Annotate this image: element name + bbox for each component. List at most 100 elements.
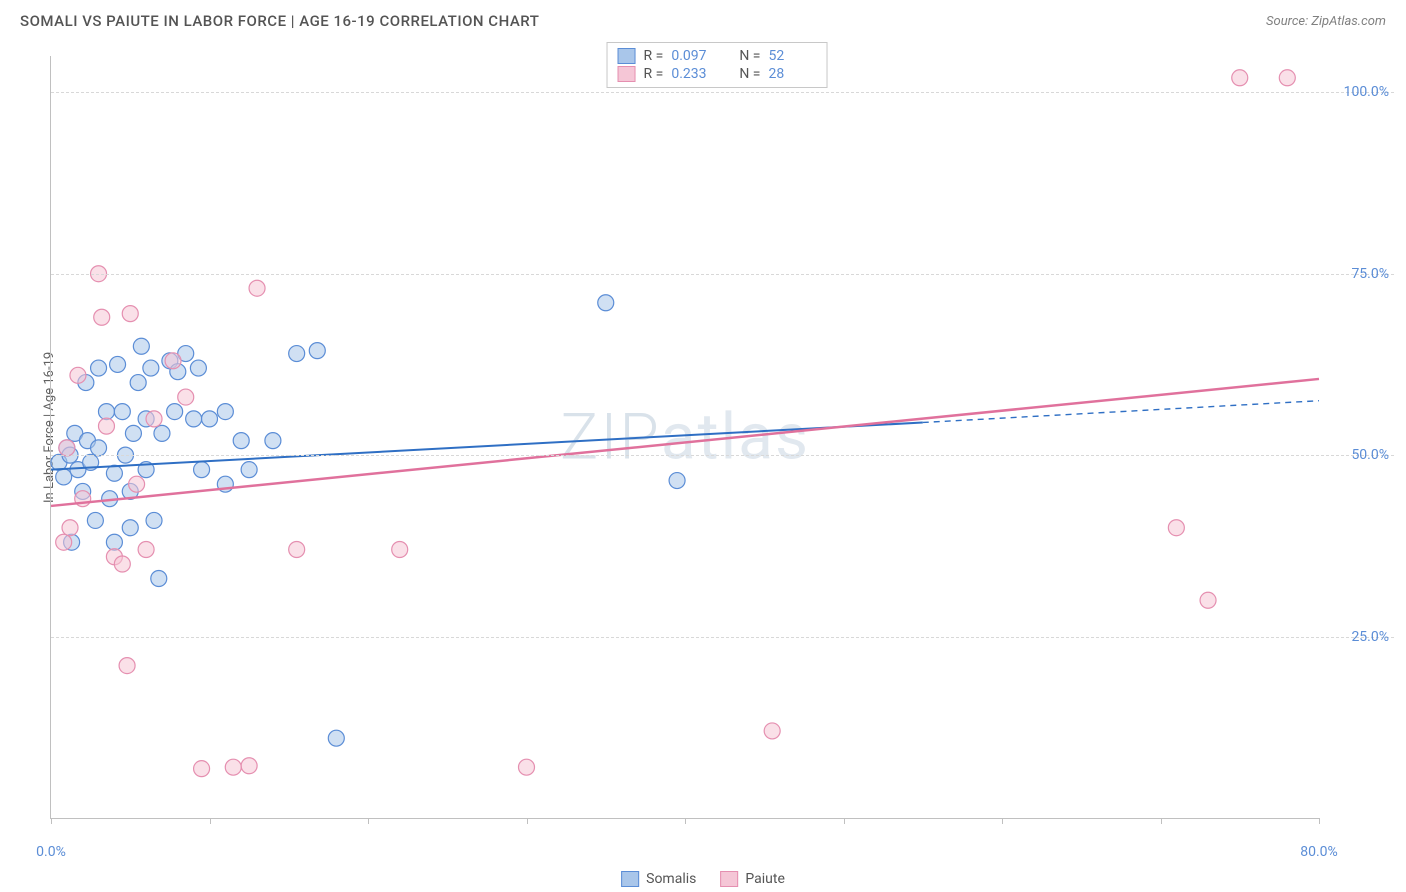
x-tick — [1002, 818, 1003, 824]
data-point-somalis — [91, 440, 107, 456]
data-point-somalis — [133, 338, 149, 354]
source-label: Source: ZipAtlas.com — [1266, 14, 1386, 29]
header-bar: SOMALI VS PAIUTE IN LABOR FORCE | AGE 16… — [0, 0, 1406, 38]
chart-container: In Labor Force | Age 16-19 ZIPatlas 25.0… — [40, 42, 1394, 837]
y-tick-label: 100.0% — [1344, 84, 1389, 100]
data-point-somalis — [190, 360, 206, 376]
gridline-horizontal — [51, 455, 1394, 456]
x-tick — [844, 818, 845, 824]
data-point-paiute — [1279, 70, 1295, 86]
data-point-somalis — [669, 473, 685, 489]
data-point-paiute — [119, 658, 135, 674]
x-tick — [1319, 818, 1320, 824]
legend-row-paiute: R = 0.233 N = 28 — [618, 65, 817, 83]
data-point-somalis — [56, 469, 72, 485]
legend-correlation: R = 0.097 N = 52 R = 0.233 N = 28 — [607, 42, 828, 88]
legend-series: Somalis Paiute — [621, 871, 785, 887]
data-point-paiute — [165, 353, 181, 369]
data-point-somalis — [309, 343, 325, 359]
data-point-somalis — [110, 356, 126, 372]
n-value-somalis: 52 — [768, 48, 816, 64]
legend-label-somalis: Somalis — [646, 871, 696, 887]
plot-svg — [51, 56, 1319, 818]
data-point-paiute — [178, 389, 194, 405]
data-point-paiute — [129, 476, 145, 492]
data-point-somalis — [146, 512, 162, 528]
data-point-paiute — [289, 541, 305, 557]
data-point-somalis — [202, 411, 218, 427]
data-point-paiute — [56, 534, 72, 550]
data-point-paiute — [225, 759, 241, 775]
legend-swatch-paiute — [618, 66, 636, 82]
r-value-somalis: 0.097 — [671, 48, 719, 64]
legend-label-paiute: Paiute — [745, 871, 785, 887]
r-label: R = — [644, 48, 664, 64]
data-point-somalis — [143, 360, 159, 376]
data-point-paiute — [146, 411, 162, 427]
data-point-paiute — [70, 367, 86, 383]
data-point-paiute — [59, 440, 75, 456]
data-point-somalis — [265, 433, 281, 449]
data-point-somalis — [194, 462, 210, 478]
gridline-horizontal — [51, 92, 1394, 93]
r-value-paiute: 0.233 — [671, 66, 719, 82]
y-tick-label: 75.0% — [1351, 266, 1389, 282]
gridline-horizontal — [51, 274, 1394, 275]
data-point-paiute — [1168, 520, 1184, 536]
n-label: N = — [739, 66, 760, 82]
data-point-paiute — [98, 418, 114, 434]
x-tick — [51, 818, 52, 824]
data-point-paiute — [94, 309, 110, 325]
n-value-paiute: 28 — [768, 66, 816, 82]
data-point-somalis — [106, 465, 122, 481]
data-point-paiute — [764, 723, 780, 739]
data-point-somalis — [154, 425, 170, 441]
data-point-paiute — [194, 761, 210, 777]
legend-row-somalis: R = 0.097 N = 52 — [618, 47, 817, 65]
data-point-somalis — [106, 534, 122, 550]
data-point-somalis — [167, 404, 183, 420]
data-point-somalis — [122, 520, 138, 536]
data-point-somalis — [289, 346, 305, 362]
data-point-somalis — [87, 512, 103, 528]
data-point-somalis — [217, 404, 233, 420]
legend-item-somalis: Somalis — [621, 871, 696, 887]
n-label: N = — [739, 48, 760, 64]
x-tick — [685, 818, 686, 824]
legend-swatch-somalis — [618, 48, 636, 64]
data-point-paiute — [1232, 70, 1248, 86]
legend-swatch-paiute — [720, 871, 738, 887]
data-point-somalis — [91, 360, 107, 376]
r-label: R = — [644, 66, 664, 82]
data-point-paiute — [138, 541, 154, 557]
data-point-somalis — [130, 375, 146, 391]
gridline-horizontal — [51, 637, 1394, 638]
x-tick-label: 0.0% — [36, 844, 66, 860]
x-tick — [1161, 818, 1162, 824]
data-point-paiute — [1200, 592, 1216, 608]
legend-item-paiute: Paiute — [720, 871, 785, 887]
data-point-somalis — [598, 295, 614, 311]
chart-title: SOMALI VS PAIUTE IN LABOR FORCE | AGE 16… — [20, 12, 539, 30]
data-point-paiute — [114, 556, 130, 572]
data-point-somalis — [233, 433, 249, 449]
x-tick — [210, 818, 211, 824]
y-tick-label: 25.0% — [1351, 629, 1389, 645]
x-tick — [527, 818, 528, 824]
data-point-somalis — [328, 730, 344, 746]
data-point-paiute — [241, 758, 257, 774]
x-tick-label: 80.0% — [1300, 844, 1338, 860]
legend-swatch-somalis — [621, 871, 639, 887]
data-point-somalis — [98, 404, 114, 420]
data-point-paiute — [249, 280, 265, 296]
data-point-somalis — [114, 404, 130, 420]
data-point-somalis — [241, 462, 257, 478]
data-point-paiute — [519, 759, 535, 775]
x-tick — [368, 818, 369, 824]
y-tick-label: 50.0% — [1351, 447, 1389, 463]
data-point-paiute — [392, 541, 408, 557]
data-point-somalis — [151, 571, 167, 587]
data-point-paiute — [62, 520, 78, 536]
data-point-somalis — [125, 425, 141, 441]
plot-area: ZIPatlas 25.0%50.0%75.0%100.0%0.0%80.0% — [50, 56, 1319, 819]
